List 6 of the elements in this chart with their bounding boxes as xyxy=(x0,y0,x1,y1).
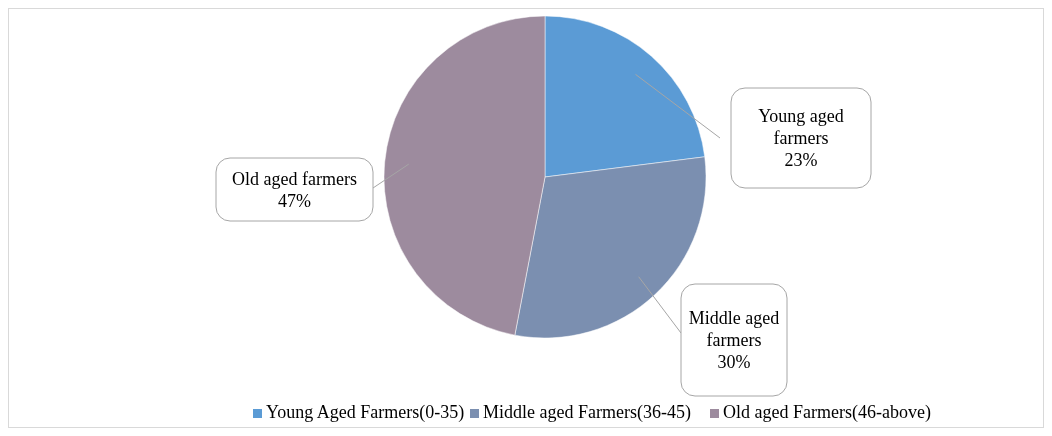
data-label: Young aged farmers 23% xyxy=(758,106,844,170)
legend-label: Young Aged Farmers(0-35) xyxy=(266,402,465,423)
data-label: Old aged farmers 47% xyxy=(232,168,357,211)
data-label: Middle aged farmers 30% xyxy=(688,308,780,372)
legend-label: Old aged Farmers(46-above) xyxy=(723,402,931,423)
legend-label: Middle aged Farmers(36-45) xyxy=(483,402,691,423)
